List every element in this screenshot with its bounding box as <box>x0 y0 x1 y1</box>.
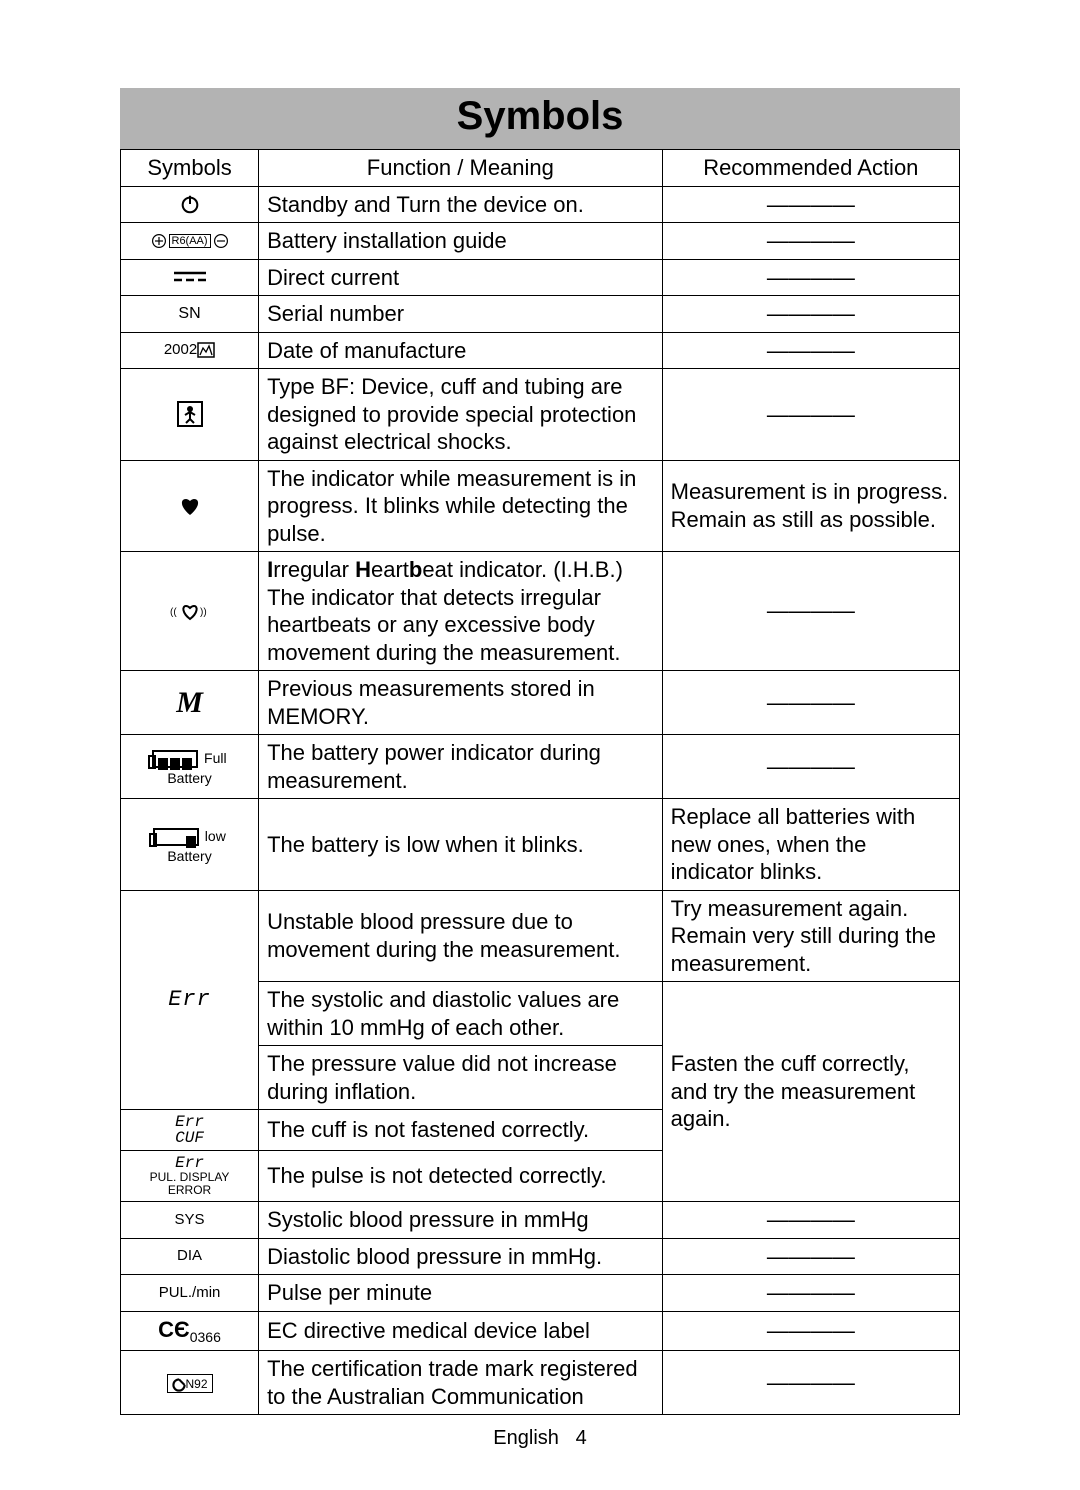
symbols-table: Symbols Function / Meaning Recommended A… <box>120 149 960 1415</box>
svg-text:((: (( <box>170 607 177 618</box>
row-batt-full: Full Battery The battery power indicator… <box>121 735 960 799</box>
heart-icon <box>121 460 259 552</box>
battery-low-icon: low Battery <box>121 799 259 891</box>
action: Try measurement again. Remain very still… <box>662 890 959 982</box>
row-dom: 2002 Date of manufacture ———— <box>121 332 960 369</box>
meaning: Battery installation guide <box>259 223 663 260</box>
action-dash: ———— <box>662 1238 959 1275</box>
dia-label: DIA <box>121 1238 259 1275</box>
row-ce: CЄ0366 EC directive medical device label… <box>121 1311 960 1351</box>
meaning: The systolic and diastolic values are wi… <box>259 982 663 1046</box>
pul-label: PUL./min <box>121 1275 259 1312</box>
memory-icon: M <box>121 671 259 735</box>
action: Replace all batteries with new ones, whe… <box>662 799 959 891</box>
meaning: Date of manufacture <box>259 332 663 369</box>
meaning: The battery is low when it blinks. <box>259 799 663 891</box>
meaning: The indicator while measurement is in pr… <box>259 460 663 552</box>
action-dash: ———— <box>662 552 959 671</box>
row-heart: The indicator while measurement is in pr… <box>121 460 960 552</box>
header-symbols: Symbols <box>121 150 259 187</box>
action-dash: ———— <box>662 369 959 461</box>
page: Symbols Symbols Function / Meaning Recom… <box>0 0 1080 1490</box>
power-icon <box>121 186 259 223</box>
action-dash: ———— <box>662 186 959 223</box>
row-bf: Type BF: Device, cuff and tubing are des… <box>121 369 960 461</box>
meaning: Direct current <box>259 259 663 296</box>
action-dash: ———— <box>662 223 959 260</box>
row-sn: SN Serial number ———— <box>121 296 960 333</box>
sys-label: SYS <box>121 1202 259 1239</box>
meaning: Serial number <box>259 296 663 333</box>
row-dc: Direct current ———— <box>121 259 960 296</box>
row-batt-low: low Battery The battery is low when it b… <box>121 799 960 891</box>
row-dia: DIA Diastolic blood pressure in mmHg. ——… <box>121 1238 960 1275</box>
meaning: Irregular Heartbeat indicator. (I.H.B.)T… <box>259 552 663 671</box>
action-dash: ———— <box>662 1351 959 1415</box>
meaning: The cuff is not fastened correctly. <box>259 1110 663 1151</box>
ihb-icon: (()) <box>121 552 259 671</box>
err-pul-icon: Err PUL. DISPLAY ERROR <box>121 1151 259 1202</box>
err-icon: Err <box>121 890 259 1110</box>
action-dash: ———— <box>662 332 959 369</box>
sn-label: SN <box>121 296 259 333</box>
err-cuf-icon: Err CUF <box>121 1110 259 1151</box>
action-dash: ———— <box>662 259 959 296</box>
header-meaning: Function / Meaning <box>259 150 663 187</box>
action-dash: ———— <box>662 1311 959 1351</box>
battery-full-icon: Full Battery <box>121 735 259 799</box>
meaning: Unstable blood pressure due to movement … <box>259 890 663 982</box>
action: Fasten the cuff correctly, and try the m… <box>662 982 959 1202</box>
meaning: The battery power indicator during measu… <box>259 735 663 799</box>
meaning: Pulse per minute <box>259 1275 663 1312</box>
action-dash: ———— <box>662 735 959 799</box>
action-dash: ———— <box>662 296 959 333</box>
footer-lang: English <box>493 1427 559 1449</box>
ce-icon: CЄ0366 <box>121 1311 259 1351</box>
row-memory: M Previous measurements stored in MEMORY… <box>121 671 960 735</box>
row-ihb: (()) Irregular Heartbeat indicator. (I.H… <box>121 552 960 671</box>
battery-guide-icon: R6(AA) <box>121 223 259 260</box>
meaning: Standby and Turn the device on. <box>259 186 663 223</box>
action-dash: ———— <box>662 1202 959 1239</box>
meaning: Systolic blood pressure in mmHg <box>259 1202 663 1239</box>
meaning: The pressure value did not increase duri… <box>259 1046 663 1110</box>
footer-page: 4 <box>576 1427 587 1449</box>
meaning: Diastolic blood pressure in mmHg. <box>259 1238 663 1275</box>
page-footer: English 4 <box>120 1415 960 1450</box>
dom-icon: 2002 <box>121 332 259 369</box>
row-battery-guide: R6(AA) Battery installation guide ———— <box>121 223 960 260</box>
meaning: The certification trade mark registered … <box>259 1351 663 1415</box>
title-bar: Symbols <box>120 88 960 149</box>
meaning: Type BF: Device, cuff and tubing are des… <box>259 369 663 461</box>
meaning: EC directive medical device label <box>259 1311 663 1351</box>
ctick-icon: N92 <box>121 1351 259 1415</box>
action: Measurement is in progress. Remain as st… <box>662 460 959 552</box>
bf-icon <box>121 369 259 461</box>
row-ctick: N92 The certification trade mark registe… <box>121 1351 960 1415</box>
action-dash: ———— <box>662 671 959 735</box>
row-standby: Standby and Turn the device on. ———— <box>121 186 960 223</box>
row-sys: SYS Systolic blood pressure in mmHg ———— <box>121 1202 960 1239</box>
meaning: Previous measurements stored in MEMORY. <box>259 671 663 735</box>
row-err-unstable: Err Unstable blood pressure due to movem… <box>121 890 960 982</box>
dc-icon <box>121 259 259 296</box>
header-row: Symbols Function / Meaning Recommended A… <box>121 150 960 187</box>
row-pul: PUL./min Pulse per minute ———— <box>121 1275 960 1312</box>
action-dash: ———— <box>662 1275 959 1312</box>
meaning: The pulse is not detected correctly. <box>259 1151 663 1202</box>
header-action: Recommended Action <box>662 150 959 187</box>
svg-text:)): )) <box>200 607 207 618</box>
